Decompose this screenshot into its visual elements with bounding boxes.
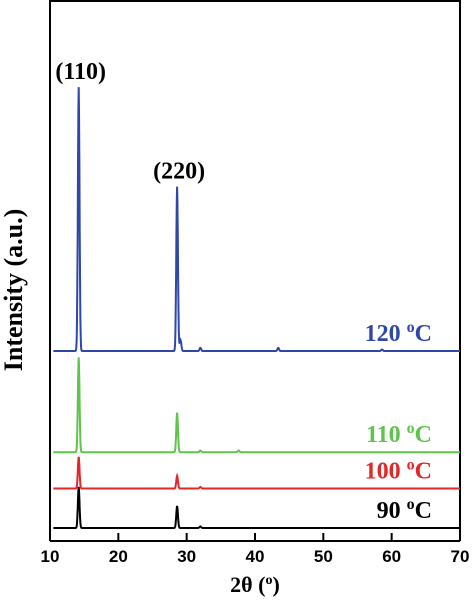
x-tick-label: 40 <box>246 547 265 566</box>
series-label: 100 oC <box>365 457 432 485</box>
peak-annotation: (110) <box>55 59 106 85</box>
y-axis-label: Intensity (a.u.) <box>0 209 28 372</box>
series-label: 120 oC <box>365 319 432 347</box>
series-label: 110 oC <box>366 420 432 448</box>
x-ticks: 10 20 30 40 50 60 70 <box>41 533 470 566</box>
peak-annotations: (110) (220) <box>55 59 205 185</box>
series-trace <box>53 357 460 454</box>
x-axis-label: 2θ (o) <box>230 572 280 597</box>
series-label: 90 oC <box>377 496 432 524</box>
series-trace <box>53 456 460 490</box>
x-tick-label: 50 <box>314 547 333 566</box>
x-tick-label: 10 <box>41 547 60 566</box>
series-labels: 90 oC 100 oC 110 oC 120 oC <box>365 319 432 524</box>
peak-annotation: (220) <box>153 159 205 185</box>
series-trace <box>53 87 460 352</box>
series-layer <box>53 87 460 529</box>
x-tick-label: 60 <box>382 547 401 566</box>
x-tick-label: 30 <box>177 547 196 566</box>
x-tick-label: 70 <box>451 547 470 566</box>
series-trace <box>53 486 460 529</box>
x-tick-label: 20 <box>109 547 128 566</box>
